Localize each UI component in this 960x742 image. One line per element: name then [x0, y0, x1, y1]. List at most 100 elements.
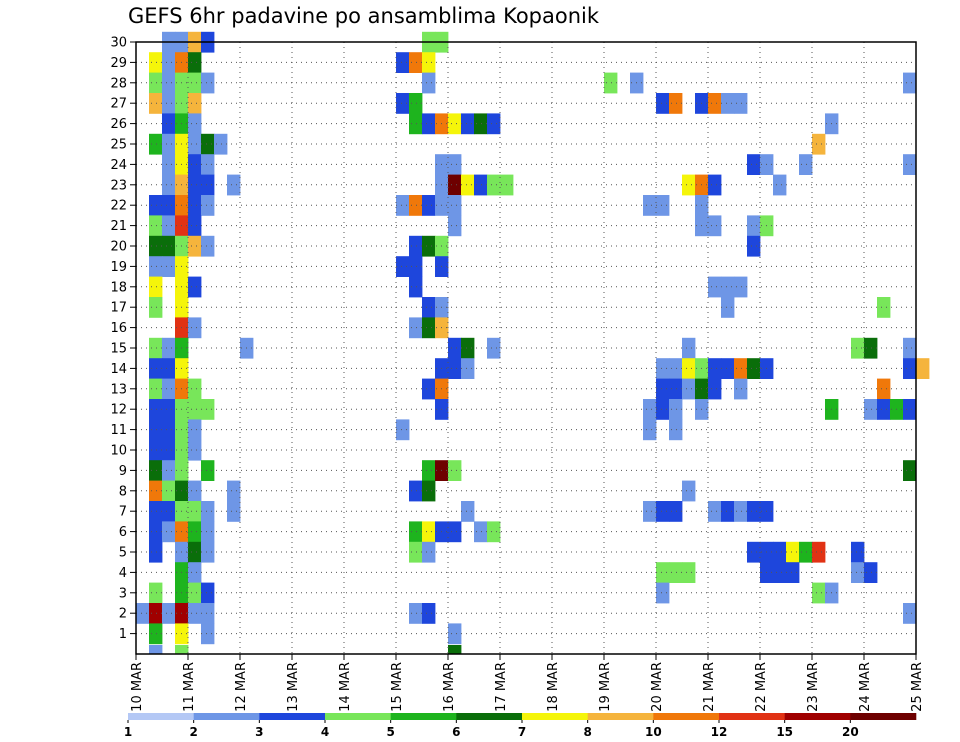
heatmap-cell [786, 562, 800, 583]
y-tick-label: 8 [119, 484, 127, 499]
y-tick-label: 27 [110, 97, 127, 112]
heatmap-cell [656, 195, 670, 216]
y-tick-label: 29 [110, 56, 127, 71]
x-tick-label: 14 MAR [338, 662, 353, 712]
heatmap-cell [448, 337, 462, 359]
heatmap-cell [448, 358, 462, 379]
heatmap-cell [448, 195, 462, 216]
heatmap-cell [643, 195, 657, 216]
y-tick-label: 4 [119, 566, 127, 581]
heatmap-cell [799, 541, 813, 563]
heatmap-cell [487, 113, 501, 135]
legend-swatch [587, 713, 654, 720]
heatmap-cell [175, 645, 189, 654]
heatmap-cell [149, 419, 163, 441]
y-tick-label: 18 [110, 280, 127, 295]
legend-swatch [259, 713, 326, 720]
heatmap-cell [461, 113, 475, 135]
heatmap-cell [643, 501, 657, 522]
heatmap-cell [409, 521, 423, 543]
heatmap-cell [149, 582, 163, 604]
heatmap-cell [162, 235, 176, 257]
heatmap-cell [422, 52, 436, 73]
heatmap-cell [396, 256, 410, 277]
heatmap-cell [149, 521, 163, 543]
heatmap-cell [409, 195, 423, 216]
chart-title: GEFS 6hr padavine po ansamblima Kopaonik [128, 4, 600, 28]
heatmap-cell [903, 603, 917, 624]
legend-tick-label: 15 [776, 725, 793, 739]
heatmap-cell [201, 603, 215, 624]
heatmap-cell [162, 501, 176, 522]
heatmap-cell [162, 154, 176, 175]
x-tick-label: 24 MAR [858, 662, 873, 712]
heatmap-cell [162, 358, 176, 379]
legend-swatch [128, 713, 194, 720]
heatmap-cell [188, 317, 202, 339]
heatmap-cell [188, 235, 202, 257]
heatmap-cell [162, 419, 176, 441]
heatmap-cell [409, 235, 423, 257]
x-tick-label: 12 MAR [234, 662, 249, 712]
heatmap-cell [682, 358, 696, 379]
heatmap-cell [409, 480, 423, 502]
heatmap-cell [162, 174, 176, 196]
legend-swatch [522, 713, 588, 720]
heatmap-cell [903, 460, 917, 481]
y-tick-label: 15 [110, 342, 127, 357]
y-tick-label: 20 [110, 240, 127, 255]
x-tick-label: 25 MAR [910, 662, 925, 712]
heatmap-cell [188, 52, 202, 73]
legend-swatch [325, 713, 391, 720]
heatmap-cell [149, 52, 163, 73]
heatmap-cell [422, 72, 436, 94]
heatmap-cell [461, 337, 475, 359]
heatmap-cell [903, 154, 917, 175]
legend-tick-label: 7 [518, 725, 526, 739]
heatmap-cell [188, 93, 202, 114]
y-tick-label: 24 [110, 158, 127, 173]
y-tick-label: 28 [110, 76, 127, 91]
legend-swatch [719, 713, 785, 720]
heatmap-cell [734, 378, 748, 400]
x-tick-label: 15 MAR [390, 662, 405, 712]
heatmap-cell [201, 460, 215, 481]
heatmap-cell [448, 460, 462, 481]
legend-swatch [850, 713, 917, 720]
heatmap-cell [747, 541, 761, 563]
heatmap-cell [877, 399, 891, 420]
heatmap-cell [201, 582, 215, 604]
x-axis: 10 MAR 11 MAR 12 MAR 13 MAR 14 MAR 15 MAR 16 M… [130, 654, 925, 712]
heatmap-cell [149, 276, 163, 298]
heatmap-cell [188, 480, 202, 502]
heatmap-cell [669, 93, 683, 114]
heatmap-cell [708, 358, 722, 379]
heatmap-cell [162, 215, 176, 237]
heatmap-cell [188, 439, 202, 461]
heatmap-cell [422, 113, 436, 135]
heatmap-cell [656, 501, 670, 522]
heatmap-cell [812, 541, 826, 563]
heatmap-cell [773, 562, 787, 583]
y-tick-label: 2 [119, 607, 127, 622]
heatmap-cell [188, 378, 202, 400]
heatmap-cell [656, 582, 670, 604]
heatmap-cell [708, 215, 722, 237]
heatmap-cell [864, 562, 878, 583]
heatmap-cell [474, 174, 488, 196]
heatmap-cell [149, 358, 163, 379]
heatmap-cell [916, 358, 930, 379]
heatmap-cell [851, 541, 865, 563]
y-tick-label: 1 [119, 627, 127, 642]
heatmap-cell [409, 603, 423, 624]
heatmap-cell [448, 174, 462, 196]
y-tick-label: 10 [110, 444, 127, 459]
heatmap-cell [188, 541, 202, 563]
heatmap-cell [214, 133, 228, 155]
heatmap-cell [409, 93, 423, 114]
heatmap-cell [409, 276, 423, 298]
legend-swatch [390, 713, 457, 720]
heatmap-cell [422, 317, 436, 339]
heatmap-cell [422, 460, 436, 481]
heatmap-cell [669, 378, 683, 400]
